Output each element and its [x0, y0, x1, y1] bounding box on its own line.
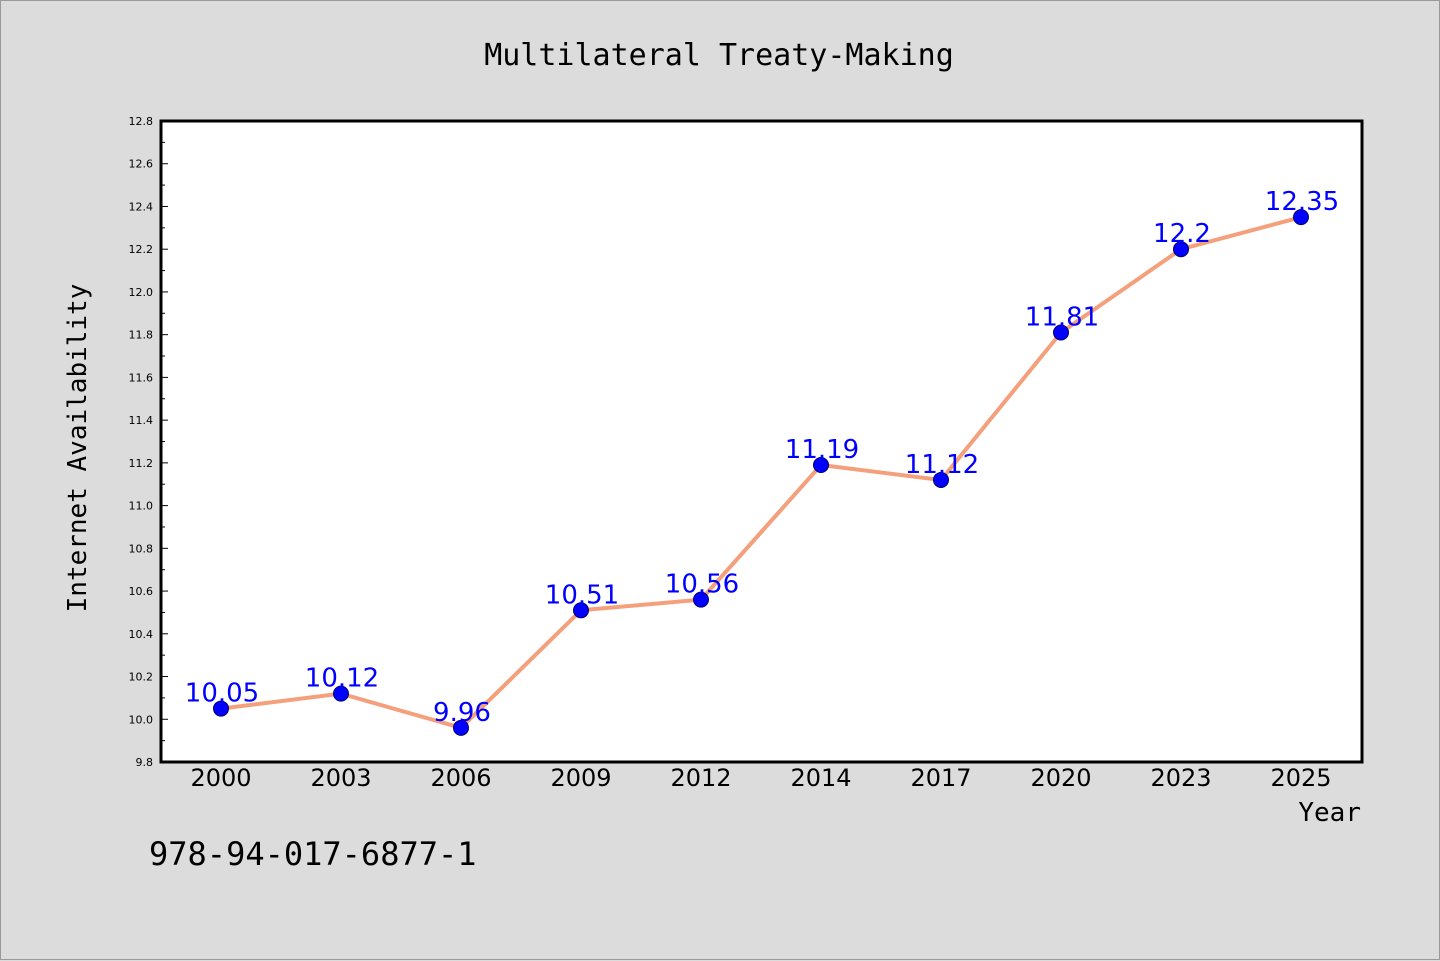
x-tick-label: 2003 [310, 764, 371, 792]
data-label: 12.35 [1265, 187, 1339, 217]
y-tick-label: 12.6 [129, 158, 154, 171]
y-axis: 9.8 10.0 10.2 10.4 10.6 10.8 11.0 11.2 11.4 11.6 1… [129, 115, 168, 769]
y-axis-title: Internet Availability [63, 284, 93, 613]
data-point [573, 602, 589, 619]
x-tick-label: 2017 [910, 764, 971, 792]
x-tick-label: 2006 [430, 764, 491, 792]
y-tick-label: 12.0 [129, 286, 154, 299]
x-tick-label: 2012 [670, 764, 731, 792]
y-tick-label: 11.2 [129, 457, 154, 470]
y-tick-label: 12.2 [129, 243, 154, 256]
data-labels-layer: 10.05 10.12 9.96 10.51 10.56 11.19 11.12 11.81 1… [185, 187, 1339, 728]
data-label: 12.2 [1153, 219, 1211, 249]
data-point [213, 700, 229, 717]
data-label: 11.12 [905, 450, 979, 480]
y-tick-label: 11.4 [129, 414, 154, 427]
data-label: 9.96 [433, 698, 491, 728]
x-axis-title: Year [1298, 798, 1361, 828]
isbn-footer: 978-94-017-6877-1 [149, 835, 477, 873]
y-tick-label: 10.4 [129, 628, 154, 641]
y-tick-label: 11.6 [129, 371, 154, 384]
y-tick-label: 9.8 [136, 756, 154, 769]
x-tick-label: 2009 [550, 764, 611, 792]
plot-area [159, 119, 1364, 764]
data-point [1293, 209, 1309, 226]
chart-title: Multilateral Treaty-Making [484, 38, 954, 73]
data-label: 10.12 [305, 664, 379, 694]
data-point [813, 457, 829, 474]
x-tick-label: 2014 [790, 764, 851, 792]
y-tick-label: 10.8 [129, 542, 154, 555]
data-point [1173, 241, 1189, 258]
x-axis: 2000 2003 2006 2009 2012 2014 2017 2020 2023 2025 [190, 764, 1331, 792]
x-tick-label: 2023 [1150, 764, 1211, 792]
data-label: 10.51 [545, 580, 619, 610]
y-tick-label: 10.6 [129, 585, 154, 598]
data-point [333, 685, 349, 702]
y-tick-label: 12.4 [129, 200, 154, 213]
x-tick-label: 2025 [1270, 764, 1331, 792]
y-tick-label: 10.0 [129, 713, 154, 726]
data-point [1053, 324, 1069, 341]
data-label: 10.05 [185, 679, 259, 709]
data-label: 11.19 [785, 435, 859, 465]
data-label: 11.81 [1025, 303, 1099, 333]
y-tick-label: 10.2 [129, 671, 154, 684]
x-tick-label: 2020 [1030, 764, 1091, 792]
data-point [933, 471, 949, 488]
series-line [220, 215, 1302, 730]
data-point [453, 719, 469, 736]
x-tick-label: 2000 [190, 764, 251, 792]
y-tick-label: 12.8 [129, 115, 154, 128]
data-label: 10.56 [665, 570, 739, 600]
data-point [693, 591, 709, 608]
y-tick-label: 11.0 [129, 500, 154, 513]
series-layer [213, 209, 1309, 736]
y-tick-label: 11.8 [129, 329, 154, 342]
